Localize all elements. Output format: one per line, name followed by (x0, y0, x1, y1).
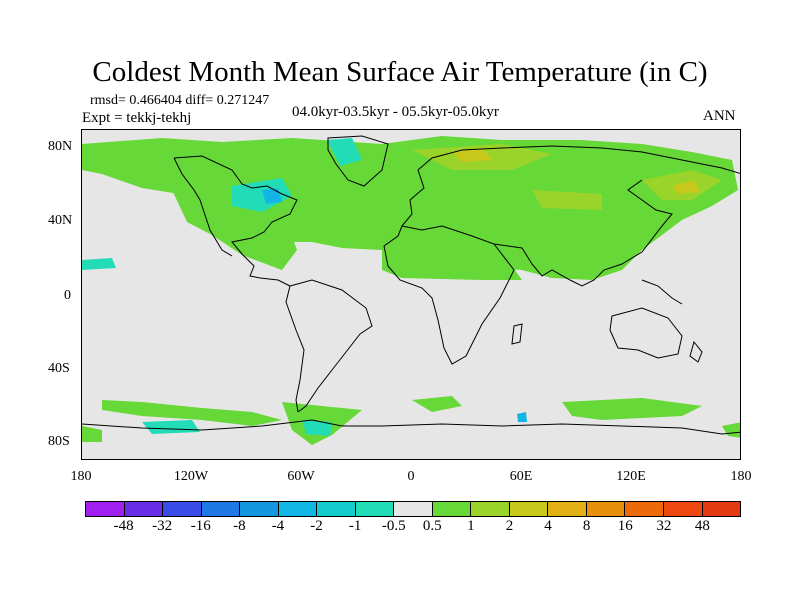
lon-tick-180e: 180 (730, 469, 752, 484)
lon-tick-60e: 60E (509, 469, 533, 484)
lat-tick-80n: 80N (48, 139, 73, 154)
lon-tick-120w: 120W (173, 469, 209, 484)
stats-label: rmsd= 0.466404 diff= 0.271247 (90, 93, 270, 108)
coastlines (82, 135, 740, 435)
colorbar-swatch (394, 502, 433, 516)
season-label: ANN (703, 108, 736, 124)
colorbar-label: -2 (310, 518, 323, 534)
plot-title: Coldest Month Mean Surface Air Temperatu… (92, 56, 708, 88)
colorbar-swatch (548, 502, 587, 516)
negative-anomalies-2 (262, 188, 527, 422)
colorbar-swatch (86, 502, 125, 516)
lon-tick-120e: 120E (616, 469, 646, 484)
colorbar-label: 2 (505, 518, 514, 534)
colorbar-label: 0.5 (422, 518, 442, 534)
map-svg (82, 135, 740, 445)
colorbar-label: -32 (152, 518, 173, 534)
colorbar-swatch (124, 502, 164, 516)
colorbar-swatch (586, 502, 626, 516)
colorbar-swatch (509, 502, 549, 516)
colorbar-label: -0.5 (381, 518, 406, 534)
anomaly-fields-3 (452, 148, 700, 194)
colorbar-label: -1 (348, 518, 362, 534)
colorbar-swatch (471, 502, 510, 516)
colorbar-swatch (201, 502, 241, 516)
colorbar-label: -16 (190, 518, 211, 534)
anomaly-fields (82, 136, 740, 445)
lat-tick-80s: 80S (48, 434, 70, 449)
colorbar-label: 1 (467, 518, 475, 534)
colorbar-swatch (278, 502, 318, 516)
colorbar-label: 32 (656, 518, 672, 534)
colorbar-swatch (663, 502, 703, 516)
colorbar-swatch (625, 502, 664, 516)
lon-tick-0: 0 (407, 469, 415, 484)
experiment-label: Expt = tekkj-tekhj (82, 110, 192, 126)
colorbar-label: -8 (233, 518, 246, 534)
colorbar-label: 48 (694, 518, 710, 534)
colorbar-swatch (432, 502, 472, 516)
colorbar-label: 4 (544, 518, 552, 534)
colorbar-label: 16 (617, 518, 633, 534)
lon-tick-180w: 180 (70, 469, 92, 484)
colorbar-label: -48 (113, 518, 134, 534)
lat-tick-40n: 40N (48, 213, 73, 228)
colorbar-swatch (163, 502, 202, 516)
period-label: 04.0kyr-03.5kyr - 05.5kyr-05.0kyr (292, 104, 499, 120)
colorbar-swatch (355, 502, 395, 516)
lon-tick-60w: 60W (287, 469, 315, 484)
map-panel (81, 129, 741, 460)
colorbar-swatch (240, 502, 279, 516)
lat-tick-0: 0 (64, 288, 71, 303)
colorbar (85, 501, 741, 517)
colorbar-label: -4 (271, 518, 285, 534)
colorbar-label: 8 (582, 518, 591, 534)
lat-tick-40s: 40S (48, 361, 70, 376)
colorbar-swatch (702, 502, 741, 516)
colorbar-swatch (317, 502, 356, 516)
